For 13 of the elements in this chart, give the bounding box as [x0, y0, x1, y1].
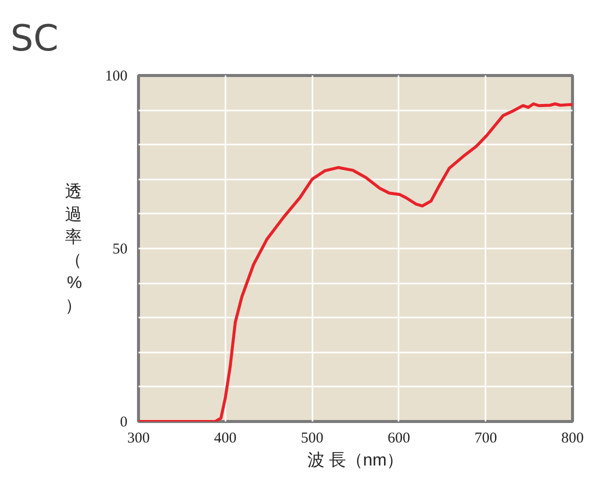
line-series	[138, 102, 572, 422]
y-tick-label: 0	[120, 414, 128, 430]
y-axis-title: 透過率（%）	[65, 182, 82, 315]
x-tick-label: 600	[388, 430, 410, 446]
x-tick-label: 700	[474, 430, 497, 446]
chart-title: SC	[10, 18, 58, 60]
x-tick-label: 500	[300, 430, 324, 446]
y-tick-label: 100	[105, 68, 128, 84]
x-tick-label: 800	[561, 430, 584, 446]
y-tick-label: 50	[112, 242, 128, 258]
x-axis-title: 波 長（nm）	[307, 450, 404, 470]
x-tick-label: 400	[214, 430, 237, 446]
x-tick-label: 300	[127, 430, 150, 446]
